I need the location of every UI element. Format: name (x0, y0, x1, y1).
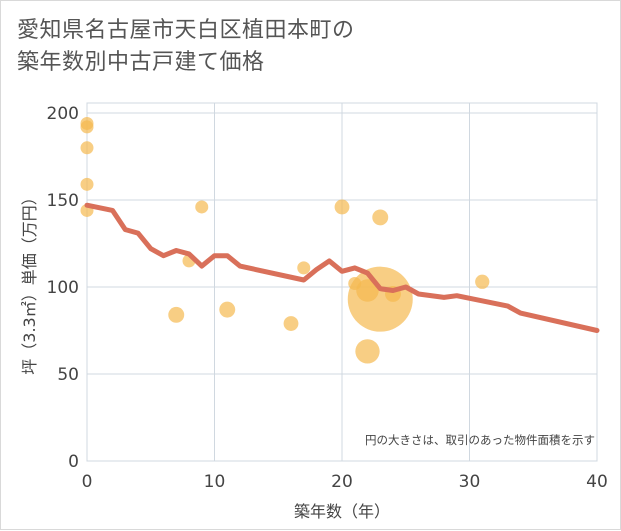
x-tick-label-40: 40 (586, 472, 608, 492)
bubble-point-15 (372, 209, 389, 226)
x-tick-label-30: 30 (459, 472, 481, 492)
bubble-point-11 (334, 199, 350, 215)
chart-title-line-1: 愛知県名古屋市天白区植田本町の (17, 18, 355, 43)
x-axis-label: 築年数（年） (294, 502, 390, 521)
y-tick-label-50: 50 (57, 365, 79, 385)
chart-title-line-2: 築年数別中古戸建て価格 (17, 50, 265, 75)
bubble-point-2 (80, 141, 94, 155)
chart-title: 愛知県名古屋市天白区植田本町の 築年数別中古戸建て価格 (17, 15, 355, 79)
x-tick-label-10: 10 (204, 472, 226, 492)
bubble-point-9 (283, 316, 299, 331)
x-tick-label-20: 20 (331, 472, 353, 492)
size-legend-note: 円の大きさは、取引のあった物件面積を示す (365, 433, 595, 447)
y-tick-label-100: 100 (47, 278, 79, 298)
bubble-point-18 (475, 274, 490, 289)
average-price-line (84, 202, 600, 333)
average-line-series (84, 202, 600, 333)
axis-ticks: 0 10 20 30 40 0 50 100 150 200 (47, 104, 608, 492)
y-tick-label-150: 150 (47, 191, 79, 211)
bubble-point-7 (195, 200, 209, 214)
bubble-point-16 (347, 266, 413, 332)
bubble-point-3 (80, 177, 94, 191)
y-tick-label-200: 200 (47, 104, 79, 124)
y-axis-label: 坪（3.3㎡）単価（万円） (20, 189, 39, 374)
grid-lines (86, 103, 598, 462)
bubble-point-5 (168, 306, 185, 323)
y-tick-label-0: 0 (68, 452, 79, 472)
bubble-point-13 (355, 339, 380, 364)
bubble-point-8 (219, 301, 236, 318)
bubble-series (80, 116, 490, 364)
bubble-point-10 (297, 261, 311, 275)
x-tick-label-0: 0 (82, 472, 93, 492)
bubble-point-1 (80, 120, 94, 134)
